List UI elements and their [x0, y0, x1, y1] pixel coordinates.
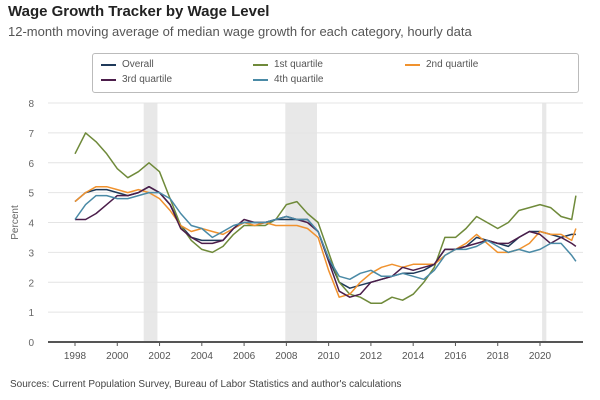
x-tick-label: 2018	[487, 351, 510, 362]
legend-label: 2nd quartile	[426, 59, 479, 70]
x-tick-label: 2020	[529, 351, 552, 362]
x-tick-label: 2008	[275, 351, 298, 362]
legend-item[interactable]: 2nd quartile	[405, 59, 478, 70]
x-tick-label: 2016	[444, 351, 467, 362]
y-tick-label: 6	[28, 159, 34, 170]
y-tick-label: 8	[28, 99, 34, 110]
legend-swatch	[253, 78, 268, 81]
chart-title: Wage Growth Tracker by Wage Level	[8, 3, 270, 20]
legend-swatch	[101, 63, 116, 66]
y-tick-label: 0	[28, 338, 34, 349]
legend-label: 3rd quartile	[122, 74, 173, 85]
legend-swatch	[405, 63, 420, 66]
legend-item[interactable]: 4th quartile	[253, 74, 323, 85]
legend-label: 4th quartile	[274, 74, 324, 85]
legend-swatch	[101, 78, 116, 81]
y-tick-label: 7	[28, 129, 34, 140]
y-tick-label: 3	[28, 248, 34, 259]
chart-subtitle: 12-month moving average of median wage g…	[8, 24, 472, 39]
series-line-1st-quartile	[74, 132, 577, 304]
x-tick-label: 2010	[318, 351, 341, 362]
sources-note: Sources: Current Population Survey, Bure…	[10, 379, 402, 390]
x-tick-label: 1998	[64, 351, 87, 362]
series-line-2nd-quartile	[74, 185, 577, 298]
x-tick-label: 2000	[106, 351, 129, 362]
legend-item[interactable]: 3rd quartile	[101, 74, 172, 85]
y-tick-label: 2	[28, 278, 34, 289]
legend-label: 1st quartile	[274, 59, 323, 70]
x-tick-label: 2006	[233, 351, 256, 362]
series-line-4th-quartile	[74, 191, 577, 281]
y-axis-label: Percent	[10, 205, 21, 240]
x-tick-label: 2012	[360, 351, 383, 362]
legend-label: Overall	[122, 59, 154, 70]
legend-swatch	[253, 63, 268, 66]
x-tick-label: 2014	[402, 351, 425, 362]
y-tick-label: 1	[28, 308, 34, 319]
legend-item[interactable]: 1st quartile	[253, 59, 323, 70]
x-tick-label: 2004	[191, 351, 214, 362]
x-tick-label: 2002	[148, 351, 171, 362]
legend: Overall 1st quartile 2nd quartile 3rd quart…	[92, 53, 579, 93]
y-tick-label: 5	[28, 189, 34, 200]
y-tick-label: 4	[28, 219, 34, 230]
legend-item[interactable]: Overall	[101, 59, 154, 70]
